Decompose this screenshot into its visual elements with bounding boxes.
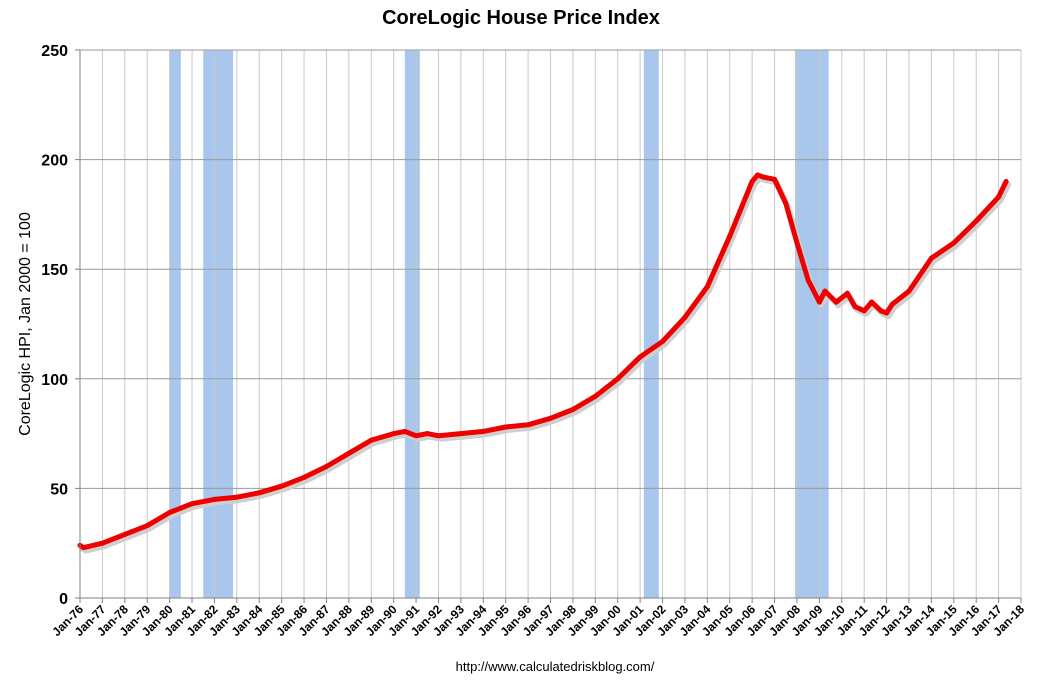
y-tick-label: 200 [41, 153, 68, 170]
data-point [211, 496, 217, 502]
data-point [525, 422, 531, 428]
data-point [783, 200, 789, 206]
data-point [637, 354, 643, 360]
data-point [234, 494, 240, 500]
y-tick-label: 150 [41, 262, 68, 279]
data-point [189, 501, 195, 507]
data-point [889, 301, 895, 307]
data-point [878, 308, 884, 314]
data-point [144, 523, 150, 529]
data-point [822, 288, 828, 294]
y-tick-label: 0 [59, 591, 68, 608]
data-point [727, 233, 733, 239]
data-point [844, 290, 850, 296]
data-point [816, 299, 822, 305]
axes: 050100150200250Jan-76Jan-77Jan-78Jan-79J… [41, 43, 1027, 639]
source-url: http://www.calculatedriskblog.com/ [456, 659, 655, 674]
data-point [323, 463, 329, 469]
data-point [424, 431, 430, 437]
data-point [548, 415, 553, 421]
data-point [1003, 179, 1009, 185]
data-point [122, 531, 128, 537]
data-point [615, 376, 621, 382]
data-point [973, 218, 979, 224]
data-point [413, 433, 419, 439]
chart-title: CoreLogic House Price Index [382, 7, 660, 29]
grid [79, 49, 1022, 599]
data-point [503, 424, 509, 430]
data-point [402, 428, 408, 434]
data-point [996, 194, 1002, 200]
data-point [660, 339, 666, 345]
data-point [99, 540, 105, 546]
recession-band-4 [795, 50, 829, 598]
data-point [869, 299, 875, 305]
data-point [301, 474, 307, 480]
data-point [833, 299, 839, 305]
data-point [435, 433, 441, 439]
data-point [704, 284, 710, 290]
y-tick-label: 100 [41, 372, 68, 389]
data-point [951, 240, 957, 246]
y-tick-label: 250 [41, 43, 68, 60]
data-point [852, 303, 858, 309]
data-point [279, 483, 285, 489]
data-point [682, 314, 688, 320]
data-point [861, 308, 867, 314]
data-point [749, 179, 755, 185]
data-point [794, 240, 800, 246]
data-point [805, 277, 811, 283]
data-point [256, 490, 262, 496]
data-point [368, 437, 374, 443]
data-point [480, 428, 486, 434]
data-point [570, 406, 576, 412]
data-point [592, 393, 598, 399]
data-point [81, 545, 87, 551]
y-axis-label: CoreLogic HPI, Jan 2000 = 100 [17, 212, 34, 436]
series-line-shadow [79, 174, 1012, 554]
data-point [458, 431, 464, 437]
recession-band-3 [643, 50, 659, 598]
data-point [755, 172, 761, 178]
data-point [906, 288, 912, 294]
data-point [391, 431, 397, 437]
y-tick-label: 50 [50, 481, 68, 498]
recession-band-2 [404, 50, 420, 598]
data-point [760, 174, 766, 180]
series-line-layer [77, 172, 1012, 554]
recession-band-1 [203, 50, 234, 598]
data-point [167, 510, 173, 516]
recession-band-0 [169, 50, 181, 598]
data-point [772, 176, 778, 182]
data-point [928, 255, 934, 261]
data-point [884, 310, 890, 316]
data-point [346, 450, 352, 456]
